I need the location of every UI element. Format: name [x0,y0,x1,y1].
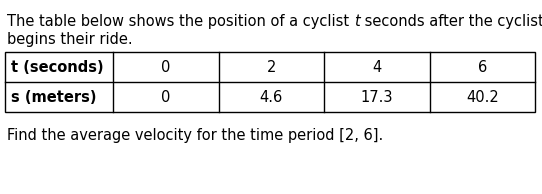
Text: 4: 4 [372,60,382,74]
Text: seconds after the cyclist: seconds after the cyclist [359,14,542,29]
Text: 40.2: 40.2 [466,89,499,105]
Text: The table below shows the position of a cyclist: The table below shows the position of a … [7,14,354,29]
Text: 2: 2 [267,60,276,74]
Text: 6: 6 [478,60,487,74]
Text: s (meters): s (meters) [11,89,96,105]
Text: 0: 0 [161,89,170,105]
Text: 4.6: 4.6 [260,89,283,105]
Text: 0: 0 [161,60,170,74]
Text: 17.3: 17.3 [360,89,393,105]
Text: t (seconds): t (seconds) [11,60,104,74]
Bar [5,52,535,112]
Text: Find the average velocity for the time period [2, 6].: Find the average velocity for the time p… [7,128,383,143]
Text: t: t [354,14,359,29]
Text: begins their ride.: begins their ride. [7,32,133,47]
